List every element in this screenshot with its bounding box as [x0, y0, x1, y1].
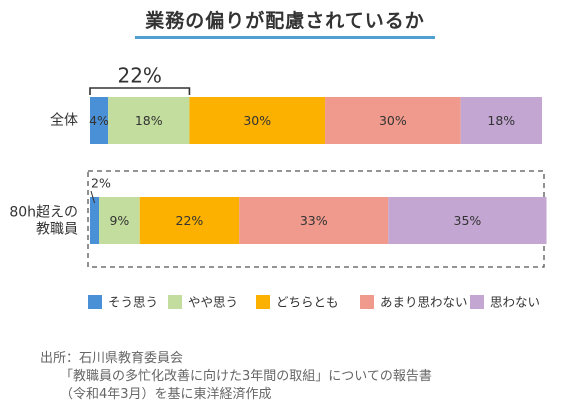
bar-segment — [189, 97, 326, 144]
data-label: 9% — [109, 213, 129, 228]
category-label: 80h超えの教職員 — [9, 205, 78, 238]
chart-title: 業務の偏りが配慮されているか — [145, 10, 425, 32]
source-line-3: （令和4年3月）を基に東洋経済作成 — [60, 387, 272, 402]
legend-label: そう思う — [108, 295, 158, 310]
data-label: 30% — [379, 113, 407, 128]
legend-swatch — [168, 295, 182, 309]
bar-segment — [325, 97, 461, 144]
legend-swatch — [470, 295, 484, 309]
data-label: 30% — [243, 113, 271, 128]
data-label: 4% — [89, 113, 109, 128]
legend-swatch — [256, 295, 270, 309]
data-label: 18% — [487, 113, 515, 128]
bar-segment — [90, 97, 109, 144]
source-line-1: 出所：石川県教育委員会 — [40, 351, 184, 366]
bar-segment — [460, 97, 542, 144]
data-label-leader — [90, 190, 95, 204]
title-underline — [135, 36, 435, 39]
data-label: 35% — [454, 213, 482, 228]
data-label: 18% — [135, 113, 163, 128]
source-line-2: 「教職員の多忙化改善に向けた3年間の取組」についての報告書 — [60, 369, 432, 384]
bar-segment — [90, 197, 100, 244]
data-label: 22% — [176, 213, 204, 228]
legend-label: あまり思わない — [380, 295, 468, 310]
legend-label: 思わない — [490, 295, 540, 310]
bar-segment — [108, 97, 190, 144]
bracket-annotation-label: 22% — [117, 64, 161, 88]
legend-swatch — [88, 295, 102, 309]
bar-segment — [388, 197, 547, 244]
bar-segment — [139, 197, 240, 244]
category-label: 全体 — [50, 112, 78, 129]
legend-swatch — [360, 295, 374, 309]
legend-label: やや思う — [188, 295, 238, 310]
data-label: 33% — [300, 213, 328, 228]
bracket-annotation — [89, 87, 191, 95]
data-label: 2% — [91, 176, 111, 191]
bar-segment — [239, 197, 389, 244]
legend-label: どちらとも — [276, 295, 339, 310]
bar-segment — [99, 197, 140, 244]
